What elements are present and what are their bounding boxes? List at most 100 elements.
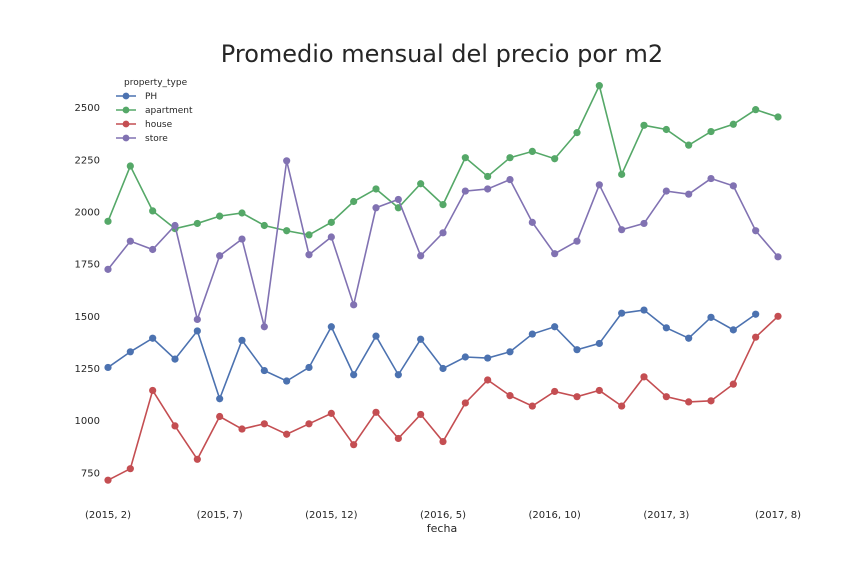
data-point — [774, 113, 782, 121]
data-point — [752, 310, 760, 318]
data-point — [350, 301, 358, 309]
legend: property_type PH apartment house store — [116, 78, 193, 144]
data-point — [216, 252, 224, 260]
data-point — [551, 155, 559, 163]
data-point — [662, 187, 670, 195]
y-tick-label: 750 — [81, 468, 100, 479]
series-line — [107, 83, 779, 236]
data-point — [685, 334, 693, 342]
y-tick-label: 1750 — [75, 260, 100, 271]
data-point — [149, 386, 157, 395]
data-point — [595, 181, 603, 189]
data-point — [551, 387, 559, 396]
data-point — [104, 363, 112, 372]
data-point — [417, 335, 425, 343]
legend-label: PH — [145, 92, 157, 102]
data-point — [216, 395, 224, 403]
data-point — [149, 245, 157, 254]
data-point — [618, 402, 626, 410]
data-point — [662, 125, 670, 134]
data-point — [193, 455, 201, 463]
data-point — [149, 207, 157, 215]
data-point — [484, 354, 492, 362]
y-tick-label: 1250 — [75, 364, 100, 375]
chart-title: Promedio mensual del precio por m2 — [221, 40, 663, 68]
legend-entry: PH — [116, 92, 157, 102]
data-point — [417, 410, 425, 419]
legend-marker — [122, 92, 130, 100]
y-tick-label: 1500 — [75, 312, 100, 323]
legend-entry: apartment — [116, 106, 193, 116]
data-point — [618, 309, 626, 317]
data-point — [573, 129, 581, 137]
data-point — [573, 346, 581, 354]
data-point — [461, 187, 469, 195]
data-point — [372, 332, 380, 340]
x-tick-label: (2015, 7) — [197, 510, 243, 521]
data-point — [685, 141, 693, 149]
legend-marker — [122, 106, 130, 114]
data-point — [171, 422, 179, 430]
data-point — [350, 197, 358, 206]
data-point — [729, 120, 737, 128]
data-point — [372, 185, 380, 193]
data-point — [595, 339, 603, 348]
x-axis-label: fecha — [427, 522, 457, 535]
data-point — [260, 420, 268, 428]
data-point — [104, 476, 112, 484]
data-point — [439, 201, 447, 209]
data-point — [171, 221, 179, 230]
data-point — [685, 190, 693, 198]
series-line — [107, 160, 779, 327]
y-tick-label: 2000 — [75, 207, 100, 218]
data-point — [283, 430, 291, 438]
data-point — [417, 252, 425, 260]
data-point — [461, 154, 469, 162]
data-point — [350, 371, 358, 379]
data-point — [439, 437, 447, 446]
data-point — [238, 336, 246, 344]
y-axis: 750 1000 1250 1500 1750 2000 2250 2500 — [75, 103, 100, 479]
data-point — [685, 398, 693, 406]
data-point — [640, 121, 648, 129]
data-point — [640, 219, 648, 228]
data-point — [193, 327, 201, 335]
data-point — [171, 355, 179, 363]
data-point — [216, 212, 224, 220]
data-point — [104, 265, 112, 273]
data-point — [327, 233, 335, 241]
data-point — [595, 82, 603, 90]
legend-entry: store — [116, 134, 168, 144]
data-point — [305, 420, 313, 428]
data-point — [193, 315, 201, 324]
data-point — [238, 425, 246, 433]
data-point — [394, 371, 402, 379]
data-point — [595, 386, 603, 395]
y-tick-label: 2250 — [75, 155, 100, 166]
data-point — [238, 235, 246, 243]
data-point — [283, 227, 291, 235]
data-point — [707, 127, 715, 136]
legend-title: property_type — [124, 78, 188, 88]
data-point — [506, 348, 514, 356]
x-tick-label: (2016, 10) — [528, 510, 580, 521]
legend-marker — [122, 120, 130, 128]
data-point — [618, 170, 626, 178]
data-point — [327, 218, 335, 226]
x-tick-label: (2015, 12) — [305, 510, 357, 521]
x-tick-label: (2016, 5) — [420, 510, 466, 521]
data-point — [394, 434, 402, 443]
legend-label: house — [145, 120, 173, 130]
data-point — [484, 376, 492, 384]
data-point — [461, 353, 469, 361]
data-point — [640, 373, 648, 381]
data-point — [350, 441, 358, 449]
data-point — [662, 393, 670, 401]
data-point — [126, 162, 134, 170]
data-point — [238, 209, 246, 217]
data-point — [193, 219, 201, 228]
y-tick-label: 2500 — [75, 103, 100, 114]
data-point — [305, 231, 313, 239]
y-tick-label: 1000 — [75, 416, 100, 427]
